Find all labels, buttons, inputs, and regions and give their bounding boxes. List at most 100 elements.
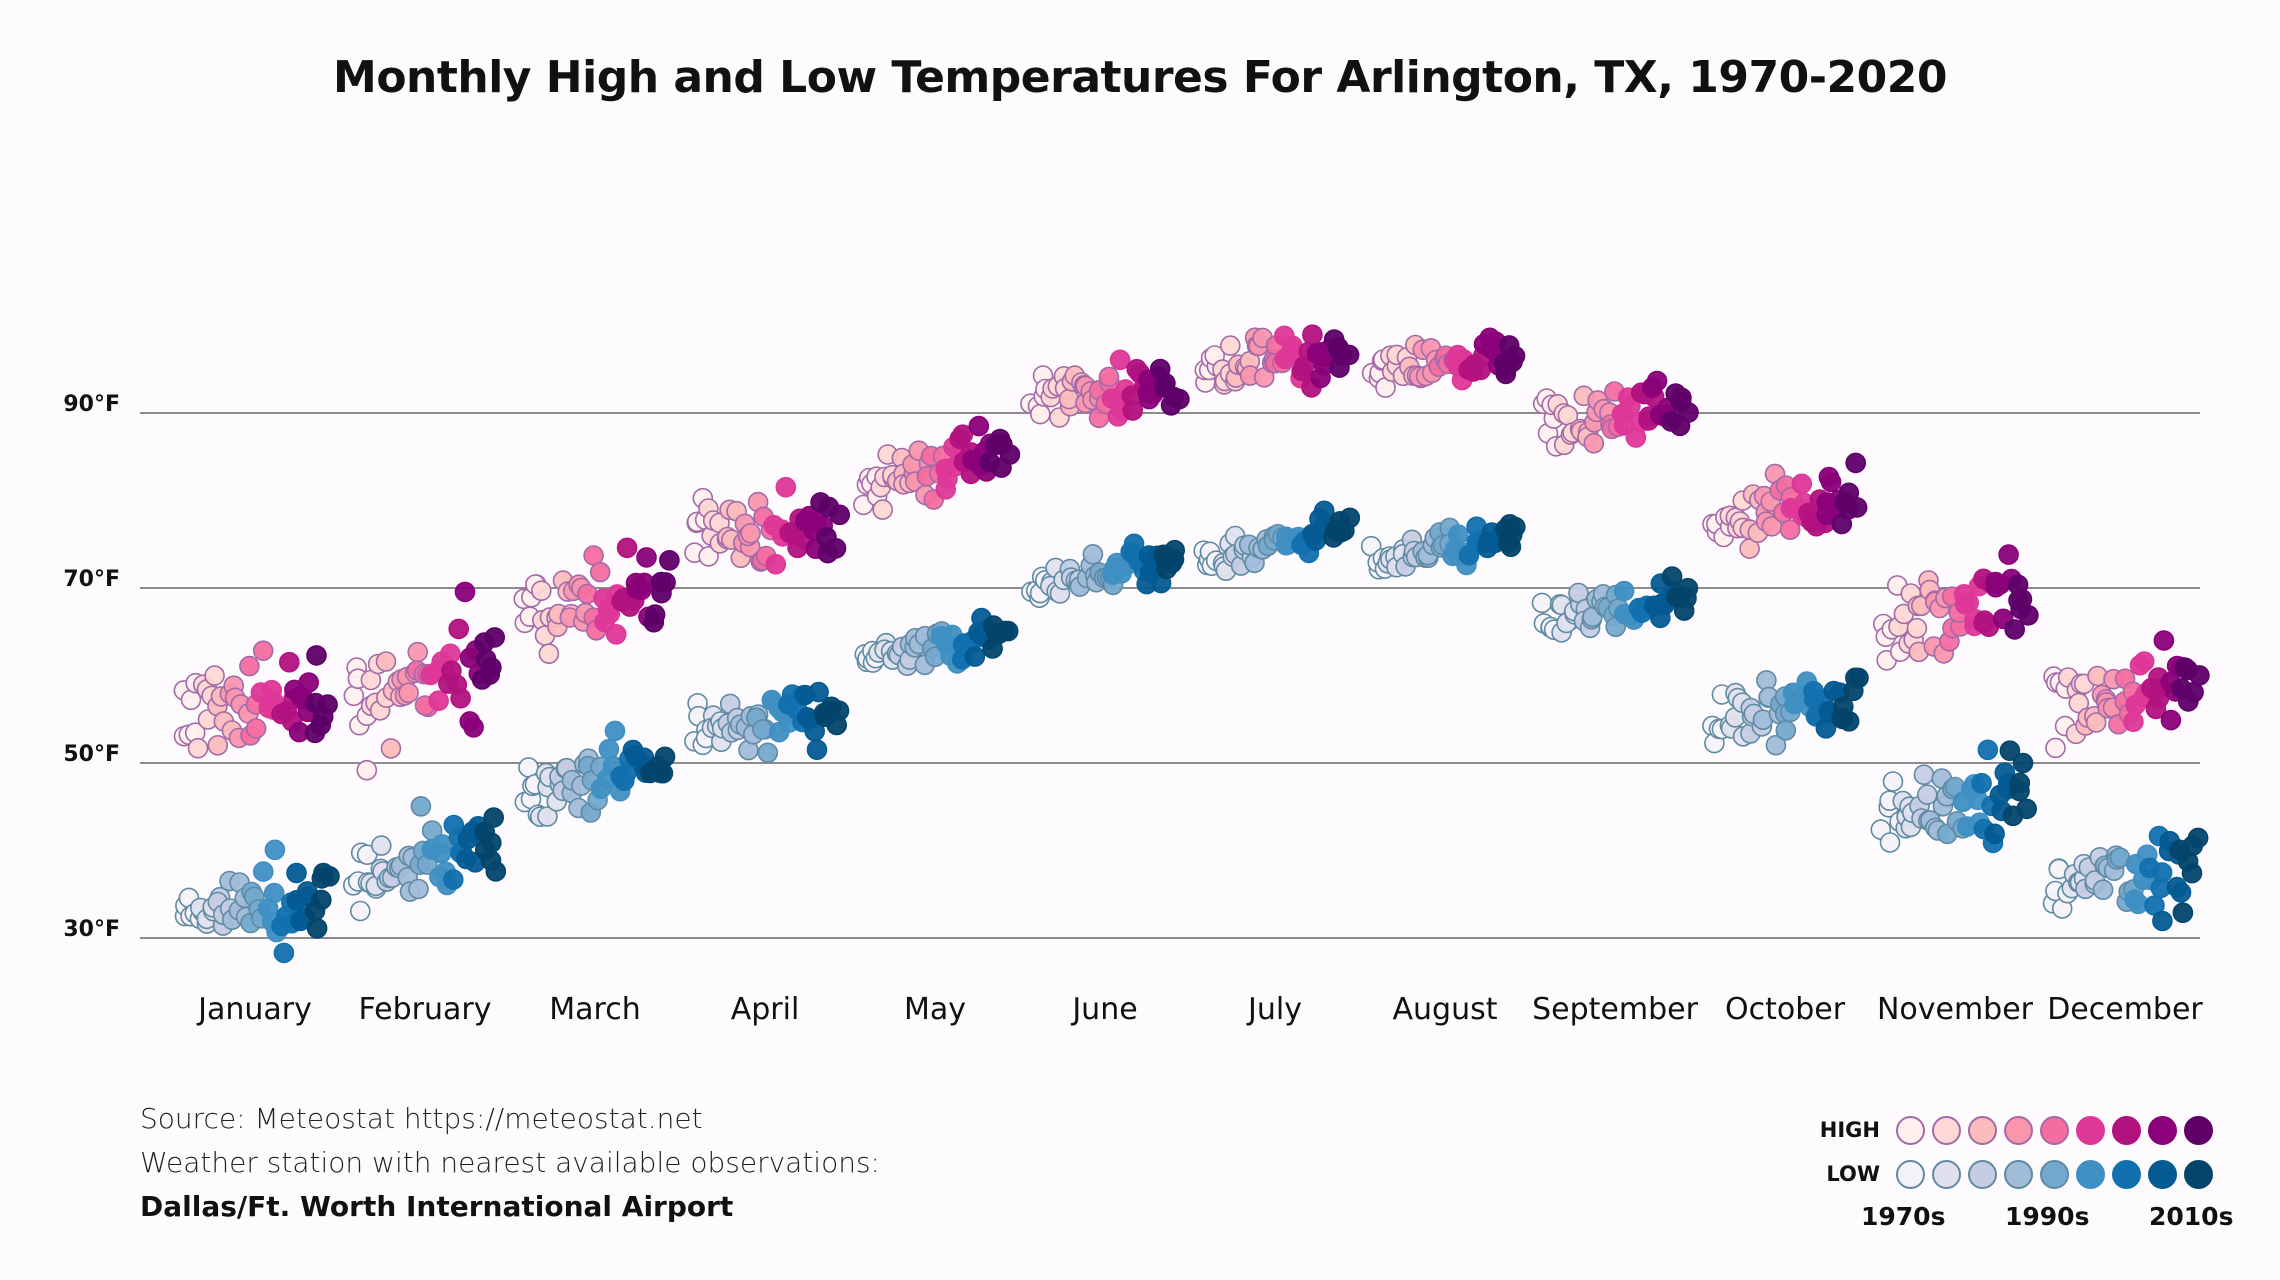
scatter-plot: 30°F 50°F 70°F 90°F January February March Apr… xyxy=(63,324,2210,1027)
data-point-low xyxy=(2181,862,2203,884)
y-tick-label: 30°F xyxy=(63,917,120,942)
legend-swatch xyxy=(2040,1159,2069,1189)
legend-swatch xyxy=(2148,1115,2177,1145)
data-point-low xyxy=(808,681,829,703)
data-point-high xyxy=(1504,345,1526,367)
data-point-high xyxy=(1646,370,1668,392)
data-point-low xyxy=(485,861,507,882)
data-point-low xyxy=(1339,507,1361,529)
legend-swatch xyxy=(1968,1115,1997,1145)
x-tick-label: January xyxy=(196,992,312,1027)
data-point-high xyxy=(252,640,274,662)
y-tick-label: 90°F xyxy=(63,392,120,417)
data-point-high xyxy=(1678,402,1699,423)
data-point-high xyxy=(1291,360,1312,382)
data-point-high xyxy=(1846,497,1868,518)
x-tick-label: July xyxy=(1246,992,1302,1027)
data-point-high xyxy=(2004,619,2025,640)
x-tick-label: November xyxy=(1877,992,2034,1027)
data-point-low xyxy=(2172,902,2194,924)
data-point-high xyxy=(207,734,229,756)
station-name: Dallas/Ft. Worth International Airport xyxy=(140,1190,734,1223)
data-point-high xyxy=(530,580,552,602)
data-point-high xyxy=(2160,709,2182,731)
data-point-low xyxy=(1775,720,1797,741)
data-point-high xyxy=(952,424,974,446)
data-point-low xyxy=(306,917,328,939)
data-point-high xyxy=(481,657,502,678)
data-point-high xyxy=(872,499,894,520)
data-point-low xyxy=(752,719,773,740)
legend-swatch xyxy=(2076,1159,2105,1189)
x-tick-label: May xyxy=(904,992,966,1027)
data-point-high xyxy=(636,547,657,568)
data-point-low xyxy=(828,700,850,722)
legend-swatch xyxy=(2184,1159,2213,1189)
x-tick-label: October xyxy=(1725,992,1846,1027)
data-point-high xyxy=(765,553,787,575)
data-point-low xyxy=(1164,539,1185,561)
source-text: Source: Meteostat https://meteostat.net xyxy=(140,1102,703,1135)
data-point-high xyxy=(643,611,665,633)
data-point-low xyxy=(286,862,307,884)
data-point-low xyxy=(273,942,295,964)
data-point-low xyxy=(2092,879,2114,901)
data-point-low xyxy=(757,742,779,764)
legend-swatch xyxy=(1896,1115,1925,1145)
data-point-low xyxy=(1448,524,1469,545)
data-point-low xyxy=(1531,592,1553,614)
legend: HIGH LOW 1970s 1990s 2010s xyxy=(1780,1110,2240,1240)
legend-row-high: HIGH xyxy=(1780,1112,2220,1148)
data-point-high xyxy=(775,476,797,498)
data-point-high xyxy=(2189,665,2210,686)
legend-swatches-high xyxy=(1896,1115,2220,1145)
data-point-low xyxy=(1661,566,1683,587)
data-point-high xyxy=(1820,471,1842,493)
data-point-high xyxy=(1098,366,1120,388)
data-point-low xyxy=(349,900,371,922)
data-point-low xyxy=(370,835,392,856)
data-point-high xyxy=(999,444,1021,465)
data-point-low xyxy=(483,807,505,828)
data-point-high xyxy=(1122,400,1144,421)
data-point-low xyxy=(1977,739,1999,761)
legend-label-high: HIGH xyxy=(1819,1118,1880,1142)
data-point-high xyxy=(343,685,365,707)
x-tick-label: September xyxy=(1532,992,1698,1027)
data-point-high xyxy=(1739,538,1760,559)
data-point-low xyxy=(1082,543,1104,565)
data-point-high xyxy=(655,572,676,593)
legend-swatch xyxy=(2040,1115,2069,1145)
data-point-low xyxy=(310,889,332,911)
data-point-high xyxy=(298,672,320,693)
legend-decade-label: 1970s xyxy=(1861,1202,1946,1231)
data-point-high xyxy=(245,718,267,739)
y-axis-labels: 30°F 50°F 70°F 90°F xyxy=(63,392,120,942)
data-point-high xyxy=(239,655,260,677)
x-tick-label: December xyxy=(2047,992,2203,1027)
data-point-high xyxy=(1779,519,1801,541)
data-point-high xyxy=(616,537,638,559)
data-point-high xyxy=(605,623,627,645)
data-point-high xyxy=(589,561,611,583)
y-tick-label: 70°F xyxy=(63,567,120,592)
data-point-low xyxy=(2152,910,2173,932)
data-point-low xyxy=(1838,710,1860,732)
data-point-low xyxy=(430,842,452,864)
data-point-low xyxy=(964,646,986,667)
x-tick-label: April xyxy=(731,992,800,1027)
data-point-high xyxy=(1220,335,1241,356)
data-point-high xyxy=(599,603,621,625)
data-point-high xyxy=(278,651,300,673)
data-point-high xyxy=(454,581,476,603)
data-point-high xyxy=(1845,452,1866,474)
legend-swatch xyxy=(2004,1159,2033,1189)
data-point-low xyxy=(410,795,432,817)
data-point-low xyxy=(1971,772,1992,794)
legend-swatch xyxy=(2004,1115,2033,1145)
data-point-low xyxy=(1613,580,1635,602)
data-point-high xyxy=(2153,630,2175,651)
data-point-low xyxy=(997,620,1019,642)
station-note: Weather station with nearest available o… xyxy=(140,1146,880,1179)
legend-swatch xyxy=(2112,1159,2141,1189)
